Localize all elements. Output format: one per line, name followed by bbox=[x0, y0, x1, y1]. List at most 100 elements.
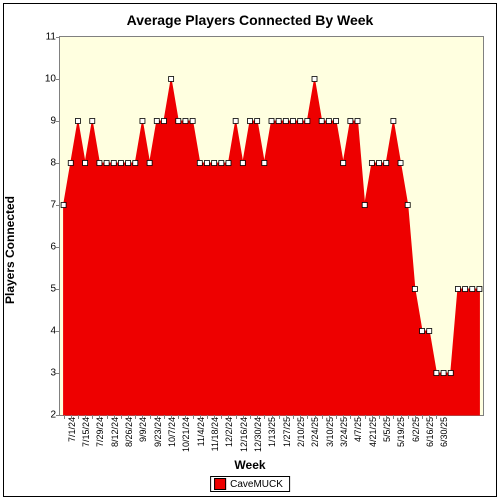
x-tick-mark bbox=[250, 415, 251, 419]
y-tick-mark bbox=[56, 79, 60, 80]
x-tick-label: 5/19/25 bbox=[396, 417, 406, 447]
x-tick-label: 12/30/24 bbox=[253, 417, 263, 452]
data-marker bbox=[197, 161, 202, 166]
x-tick-mark bbox=[150, 415, 151, 419]
data-marker bbox=[68, 161, 73, 166]
x-tick-label: 7/29/24 bbox=[95, 417, 105, 447]
y-tick-mark bbox=[56, 37, 60, 38]
x-tick-mark bbox=[264, 415, 265, 419]
x-tick-mark bbox=[436, 415, 437, 419]
x-tick-label: 6/2/25 bbox=[411, 417, 421, 442]
x-tick-mark bbox=[171, 415, 172, 419]
data-marker bbox=[269, 119, 274, 124]
x-tick-mark bbox=[214, 415, 215, 419]
y-tick-mark bbox=[56, 289, 60, 290]
chart-container: Average Players Connected By Week Player… bbox=[0, 0, 500, 500]
data-marker bbox=[111, 161, 116, 166]
x-tick-mark bbox=[257, 415, 258, 419]
x-tick-label: 5/5/25 bbox=[382, 417, 392, 442]
data-marker bbox=[463, 287, 468, 292]
data-marker bbox=[140, 119, 145, 124]
x-tick-mark bbox=[107, 415, 108, 419]
data-marker bbox=[391, 119, 396, 124]
x-tick-mark bbox=[185, 415, 186, 419]
x-tick-label: 8/26/24 bbox=[124, 417, 134, 447]
x-tick-mark bbox=[279, 415, 280, 419]
x-tick-label: 1/27/25 bbox=[282, 417, 292, 447]
data-marker bbox=[75, 119, 80, 124]
legend-swatch bbox=[214, 478, 226, 490]
data-marker bbox=[448, 371, 453, 376]
data-marker bbox=[477, 287, 482, 292]
data-marker bbox=[455, 287, 460, 292]
data-marker bbox=[61, 203, 66, 208]
x-tick-mark bbox=[365, 415, 366, 419]
x-tick-label: 11/4/24 bbox=[196, 417, 206, 446]
x-tick-label: 6/16/25 bbox=[425, 417, 435, 447]
x-tick-label: 11/18/24 bbox=[210, 417, 220, 451]
x-tick-label: 1/13/25 bbox=[267, 417, 277, 447]
legend: CaveMUCK bbox=[210, 476, 290, 492]
y-tick-mark bbox=[56, 205, 60, 206]
data-marker bbox=[255, 119, 260, 124]
data-marker bbox=[126, 161, 131, 166]
x-tick-mark bbox=[243, 415, 244, 419]
data-marker bbox=[147, 161, 152, 166]
plot-area: 2345678910117/1/247/15/247/29/248/12/248… bbox=[59, 36, 484, 416]
data-marker bbox=[247, 119, 252, 124]
data-marker bbox=[90, 119, 95, 124]
x-tick-label: 3/10/25 bbox=[325, 417, 335, 447]
x-tick-mark bbox=[415, 415, 416, 419]
x-tick-label: 10/21/24 bbox=[181, 417, 191, 452]
x-tick-mark bbox=[329, 415, 330, 419]
data-marker bbox=[212, 161, 217, 166]
x-tick-mark bbox=[207, 415, 208, 419]
data-marker bbox=[298, 119, 303, 124]
area-series bbox=[60, 37, 483, 415]
x-tick-mark bbox=[92, 415, 93, 419]
data-marker bbox=[312, 77, 317, 82]
x-tick-mark bbox=[121, 415, 122, 419]
x-tick-mark bbox=[286, 415, 287, 419]
data-marker bbox=[83, 161, 88, 166]
data-marker bbox=[161, 119, 166, 124]
data-marker bbox=[291, 119, 296, 124]
y-tick-mark bbox=[56, 415, 60, 416]
x-tick-mark bbox=[157, 415, 158, 419]
data-marker bbox=[341, 161, 346, 166]
data-marker bbox=[470, 287, 475, 292]
x-tick-mark bbox=[343, 415, 344, 419]
data-marker bbox=[233, 119, 238, 124]
x-tick-mark bbox=[293, 415, 294, 419]
x-tick-mark bbox=[135, 415, 136, 419]
x-tick-label: 7/15/24 bbox=[81, 417, 91, 447]
data-marker bbox=[398, 161, 403, 166]
data-marker bbox=[226, 161, 231, 166]
y-axis-label: Players Connected bbox=[3, 196, 17, 304]
y-tick-label: 10 bbox=[45, 74, 56, 85]
data-marker bbox=[97, 161, 102, 166]
x-tick-mark bbox=[178, 415, 179, 419]
data-marker bbox=[276, 119, 281, 124]
data-marker bbox=[305, 119, 310, 124]
x-tick-label: 7/1/24 bbox=[67, 417, 77, 442]
x-tick-mark bbox=[142, 415, 143, 419]
data-marker bbox=[427, 329, 432, 334]
data-marker bbox=[441, 371, 446, 376]
data-marker bbox=[326, 119, 331, 124]
data-marker bbox=[377, 161, 382, 166]
x-tick-mark bbox=[164, 415, 165, 419]
x-tick-mark bbox=[221, 415, 222, 419]
data-marker bbox=[133, 161, 138, 166]
x-tick-mark bbox=[322, 415, 323, 419]
x-tick-mark bbox=[193, 415, 194, 419]
x-tick-mark bbox=[71, 415, 72, 419]
x-tick-label: 8/12/24 bbox=[110, 417, 120, 447]
x-tick-label: 9/23/24 bbox=[153, 417, 163, 447]
y-tick-mark bbox=[56, 121, 60, 122]
x-tick-label: 12/2/24 bbox=[224, 417, 234, 447]
data-marker bbox=[348, 119, 353, 124]
x-tick-mark bbox=[128, 415, 129, 419]
data-marker bbox=[334, 119, 339, 124]
data-marker bbox=[176, 119, 181, 124]
